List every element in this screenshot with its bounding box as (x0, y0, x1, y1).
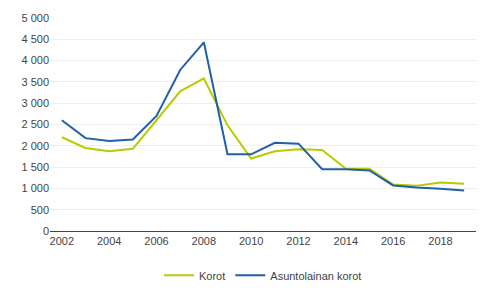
svg-text:3 500: 3 500 (21, 76, 49, 88)
svg-text:3 000: 3 000 (21, 97, 49, 109)
svg-text:2 500: 2 500 (21, 118, 49, 130)
svg-text:Korot: Korot (199, 270, 225, 282)
svg-text:1 000: 1 000 (21, 182, 49, 194)
svg-text:2012: 2012 (286, 235, 310, 247)
svg-text:2010: 2010 (239, 235, 263, 247)
svg-text:5 000: 5 000 (21, 12, 49, 24)
svg-text:2016: 2016 (381, 235, 405, 247)
svg-text:0: 0 (43, 225, 49, 237)
svg-text:Asuntolainan korot: Asuntolainan korot (270, 270, 361, 282)
svg-text:2 000: 2 000 (21, 140, 49, 152)
svg-text:4 000: 4 000 (21, 54, 49, 66)
svg-text:2008: 2008 (192, 235, 216, 247)
svg-text:2014: 2014 (334, 235, 358, 247)
svg-text:2018: 2018 (428, 235, 452, 247)
svg-text:1 500: 1 500 (21, 161, 49, 173)
svg-text:2006: 2006 (144, 235, 168, 247)
svg-text:2004: 2004 (97, 235, 121, 247)
svg-text:4 500: 4 500 (21, 33, 49, 45)
svg-text:2002: 2002 (50, 235, 74, 247)
svg-text:500: 500 (31, 204, 49, 216)
